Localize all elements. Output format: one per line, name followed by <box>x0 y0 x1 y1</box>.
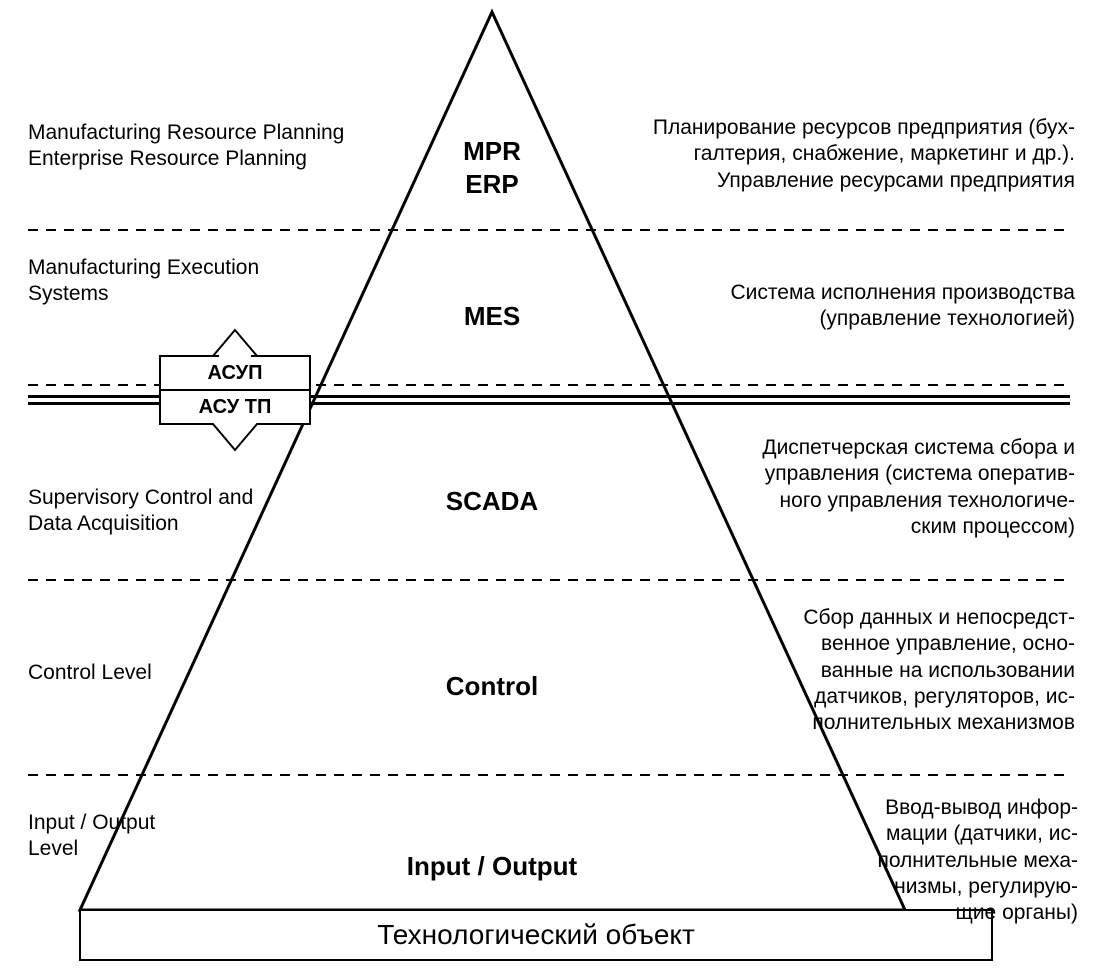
pyramid-level-4-center: Input / Output <box>342 850 642 883</box>
pyramid-level-2-right: Диспетчерская система сбора иуправления … <box>720 435 1075 540</box>
pyramid-level-3-right: Сбор данных и непосредст-венное управлен… <box>780 605 1075 736</box>
pyramid-level-2-center: SCADA <box>342 485 642 518</box>
pyramid-level-1-left: Manufacturing ExecutionSystems <box>28 255 328 308</box>
automation-pyramid-diagram: MPRERPManufacturing Resource PlanningEnt… <box>0 0 1105 977</box>
bottom-box-label: Технологический объект <box>80 919 992 951</box>
arrow-top-label: АСУП <box>160 362 310 385</box>
pyramid-level-3-left: Control Level <box>28 660 328 686</box>
pyramid-level-4-left: Input / OutputLevel <box>28 810 328 863</box>
pyramid-level-4-right: Ввод-вывод инфор-мации (датчики, ис-полн… <box>858 795 1078 926</box>
pyramid-level-2-left: Supervisory Control andData Acquisition <box>28 485 328 538</box>
pyramid-level-0-right: Планирование ресурсов предприятия (бух-г… <box>610 115 1075 194</box>
pyramid-level-3-center: Control <box>342 670 642 703</box>
pyramid-level-1-center: MES <box>342 300 642 333</box>
pyramid-level-0-left: Manufacturing Resource PlanningEnterpris… <box>28 120 388 173</box>
arrow-bottom-label: АСУ ТП <box>160 396 310 419</box>
pyramid-level-1-right: Система исполнения производства(управлен… <box>670 280 1075 333</box>
